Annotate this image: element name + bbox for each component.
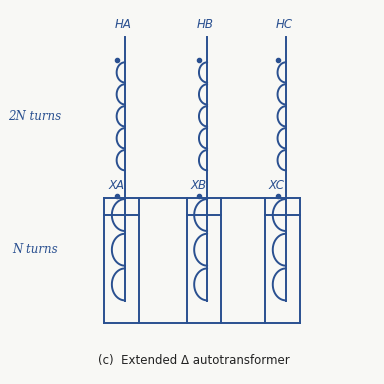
Text: XA: XA xyxy=(108,179,124,192)
Text: HC: HC xyxy=(275,18,293,31)
Text: HB: HB xyxy=(197,18,214,31)
Text: HA: HA xyxy=(114,18,131,31)
Text: 2N turns: 2N turns xyxy=(8,110,62,123)
Text: N turns: N turns xyxy=(12,243,58,256)
Text: (c)  Extended Δ autotransformer: (c) Extended Δ autotransformer xyxy=(98,354,290,367)
Text: XC: XC xyxy=(269,179,285,192)
Text: XB: XB xyxy=(190,179,206,192)
